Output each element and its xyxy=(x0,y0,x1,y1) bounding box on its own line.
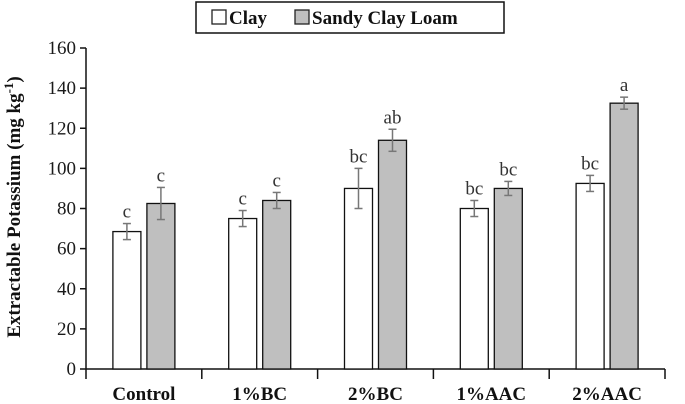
y-tick-label: 100 xyxy=(48,158,77,179)
legend-label-clay: Clay xyxy=(229,8,268,29)
bar-sandy-clay-loam xyxy=(377,139,408,370)
y-tick-label: 60 xyxy=(57,239,76,260)
x-tick-label: 2%AAC xyxy=(572,384,642,404)
y-tick-label: 40 xyxy=(57,279,76,300)
bar-sandy-clay-loam xyxy=(493,187,523,370)
y-tick-label: 120 xyxy=(48,118,77,139)
legend: Clay Sandy Clay Loam xyxy=(195,1,505,34)
bar-sandy-clay-loam xyxy=(609,102,639,370)
significance-letter: ab xyxy=(384,107,402,128)
y-tick-label: 140 xyxy=(48,78,77,99)
x-tick-label: Control xyxy=(112,384,175,404)
x-tick-label: 2%BC xyxy=(348,384,403,404)
y-tick-label: 0 xyxy=(67,359,77,380)
significance-letter: c xyxy=(123,202,131,223)
x-tick-label: 1%BC xyxy=(232,384,287,404)
bar-clay xyxy=(343,187,374,370)
bar-clay xyxy=(459,207,489,370)
plot-area: 0 20 40 60 80 100 120 140 160 Control c c 1%BC c c 2%BC… xyxy=(48,38,666,404)
y-axis-title-superscript: -1 xyxy=(1,83,16,94)
bar-sandy-clay-loam xyxy=(146,202,176,370)
y-axis-title: Extractable Potassium (mg kg-1) xyxy=(1,76,25,338)
legend-swatch-sandy-clay-loam xyxy=(294,9,310,25)
legend-label-sandy-clay-loam: Sandy Clay Loam xyxy=(312,8,458,29)
y-axis-title-text: Extractable Potassium (mg kg xyxy=(4,93,25,338)
significance-letter: c xyxy=(157,165,165,186)
bar-clay xyxy=(112,230,142,370)
bar-sandy-clay-loam xyxy=(262,199,292,370)
significance-letter: bc xyxy=(581,153,599,174)
significance-letter: bc xyxy=(465,178,483,199)
significance-letter: c xyxy=(238,189,246,210)
legend-swatch-clay xyxy=(211,9,227,25)
significance-letter: a xyxy=(620,75,629,96)
bar-clay xyxy=(575,182,605,370)
significance-letter: c xyxy=(272,170,280,191)
y-tick-label: 20 xyxy=(57,319,76,340)
bar-clay xyxy=(228,217,258,370)
y-axis-title-suffix: ) xyxy=(4,76,25,82)
legend-border xyxy=(195,1,505,34)
y-tick-label: 80 xyxy=(57,199,76,220)
significance-letter: bc xyxy=(350,146,368,167)
significance-letter: bc xyxy=(499,159,517,180)
y-tick-label: 160 xyxy=(48,38,77,59)
x-tick-label: 1%AAC xyxy=(456,384,526,404)
